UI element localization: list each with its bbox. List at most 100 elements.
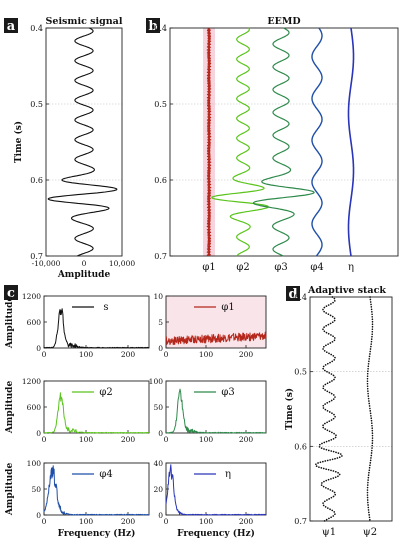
x-tick-label: 0 [164,517,169,526]
spectrum-line [165,464,267,516]
phi3-trace [252,27,315,257]
panel-a-frame [45,27,123,257]
y-tick-label: 0 [158,429,163,438]
y-tick-label: 0 [36,511,41,520]
y-tick-label: 0.7 [154,252,167,261]
x-tick-label: 200 [121,435,136,444]
y-tick-label: 0.4 [294,293,307,302]
y-tick-label: 50 [31,485,41,494]
panel-letter: a [7,19,16,34]
panel-letter-box [146,18,160,33]
phi1-trace [206,27,212,257]
x-tick-label: 100 [79,350,94,359]
series-label: φ4 [310,262,323,273]
y-tick-label: 0 [158,511,163,520]
panel-letter: b [148,19,157,34]
x-tick-label: 100 [79,435,94,444]
series-label: ψ2 [363,527,377,538]
y-tick-label: 100 [27,459,42,468]
legend-label: s [103,302,108,313]
x-tick-label: 10,000 [109,259,135,268]
y-tick-label: 10 [153,292,163,301]
x-tick-label: 0 [82,259,87,268]
legend-label: φ3 [221,387,234,398]
x-tick-label: 200 [239,350,254,359]
x-tick-label: -10,000 [32,259,61,268]
psi2-trace [366,296,374,522]
x-axis-label: Frequency (Hz) [177,528,255,539]
x-tick-label: 200 [121,350,136,359]
panel-letter-box [4,285,18,300]
y-tick-label: 0.6 [30,176,43,185]
spectrum-frame [43,295,150,349]
panel-d-frame [309,296,393,522]
y-tick-label: 0.4 [154,24,167,33]
panel-letter-box [286,286,300,301]
y-tick-label: 0.7 [294,517,307,526]
panel-a-title: Seismic signal [46,16,123,27]
x-tick-label: 100 [79,517,94,526]
y-tick-label: 0.5 [30,100,43,109]
spectrum-line [43,392,150,434]
spectrum-line [165,331,267,345]
y-tick-label: 5 [158,318,163,327]
x-tick-label: 200 [121,517,136,526]
spectrum-frame [165,380,267,434]
y-tick-label: 40 [153,459,163,468]
spectrum-line [165,388,267,434]
panel-b-title: EEMD [267,16,300,27]
legend-label: φ2 [99,387,112,398]
x-tick-label: 0 [164,350,169,359]
phi4-trace [311,27,323,257]
y-tick-label: 0.5 [294,368,307,377]
y-tick-label: 20 [153,485,163,494]
y-axis-label: Time (s) [284,388,295,430]
series-label: ψ1 [322,527,336,538]
y-axis-label: Amplitude [5,381,15,435]
y-tick-label: 600 [27,318,42,327]
y-tick-label: 0 [36,429,41,438]
y-tick-label: 0.4 [30,24,43,33]
y-tick-label: 0.6 [154,176,167,185]
spectrum-frame [165,462,267,516]
x-axis-label: Amplitude [57,270,111,280]
panel-d-title: Adaptive stack [307,285,386,296]
x-tick-label: 200 [239,517,254,526]
x-tick-label: 0 [42,350,47,359]
series-label: φ1 [202,262,215,273]
y-tick-label: 1200 [22,292,41,301]
x-tick-label: 100 [199,517,214,526]
x-axis-label: Frequency (Hz) [58,528,136,539]
x-tick-label: 100 [199,435,214,444]
spectrum-line [43,308,150,349]
y-tick-label: 1200 [22,377,41,386]
spectrum-line [43,465,150,516]
legend-label: φ1 [221,302,234,313]
seismic-trace [47,27,118,257]
x-tick-label: 0 [42,517,47,526]
y-axis-label: Amplitude [5,296,15,350]
y-tick-label: 0.7 [30,252,43,261]
x-tick-label: 0 [42,435,47,444]
series-label: φ2 [236,262,249,273]
panel-letter-box [4,18,18,33]
y-tick-label: 0.5 [154,100,167,109]
y-axis-label: Time (s) [13,121,24,163]
spectrum-frame [43,380,150,434]
psi1-trace [314,296,343,522]
y-axis-label: Amplitude [5,463,15,517]
y-tick-label: 0.6 [294,442,307,451]
x-tick-label: 0 [164,435,169,444]
y-tick-label: 100 [149,377,164,386]
legend-label: η [225,469,231,480]
series-label: φ3 [274,262,287,273]
x-tick-label: 200 [239,435,254,444]
panel-letter: d [288,287,297,302]
panel-letter: c [7,286,15,301]
phi2-trace [211,27,269,257]
legend-label: φ4 [99,469,112,480]
x-tick-label: 100 [199,350,214,359]
y-tick-label: 0 [36,344,41,353]
series-label: η [348,262,354,273]
